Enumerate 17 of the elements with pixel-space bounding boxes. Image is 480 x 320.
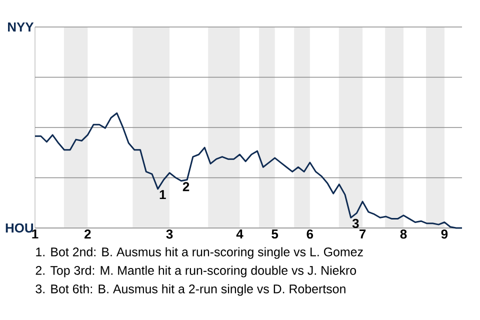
text: 1. Bot 2nd: B. Ausmus hit a run-scoring single vs L. Gomez	[36, 247, 363, 259]
x-tick-label: 2	[84, 230, 91, 239]
x-tick-label: 4	[236, 230, 244, 238]
annotation: 1	[160, 190, 166, 200]
x-tick-label: 5	[272, 230, 278, 239]
annotation: 2	[182, 182, 190, 192]
text: 3. Bot 6th: B. Ausmus hit a 2-run single vs D. Robertson	[36, 284, 346, 296]
x-tick-label: 8	[400, 230, 407, 239]
x-tick-label: 6	[306, 230, 314, 239]
annotation: 3	[352, 218, 359, 228]
ref-line-label: NYY	[8, 22, 34, 32]
x-tick-label: 1	[32, 230, 38, 238]
x-tick-label: 3	[166, 230, 173, 239]
x-tick-label: 9	[441, 230, 448, 239]
x-tick-label: 7	[360, 230, 366, 238]
ref-line-label: HOU	[6, 223, 34, 233]
text: 2. Top 3rd: M. Mantle hit a run-scoring double vs J. Niekro	[36, 266, 356, 278]
